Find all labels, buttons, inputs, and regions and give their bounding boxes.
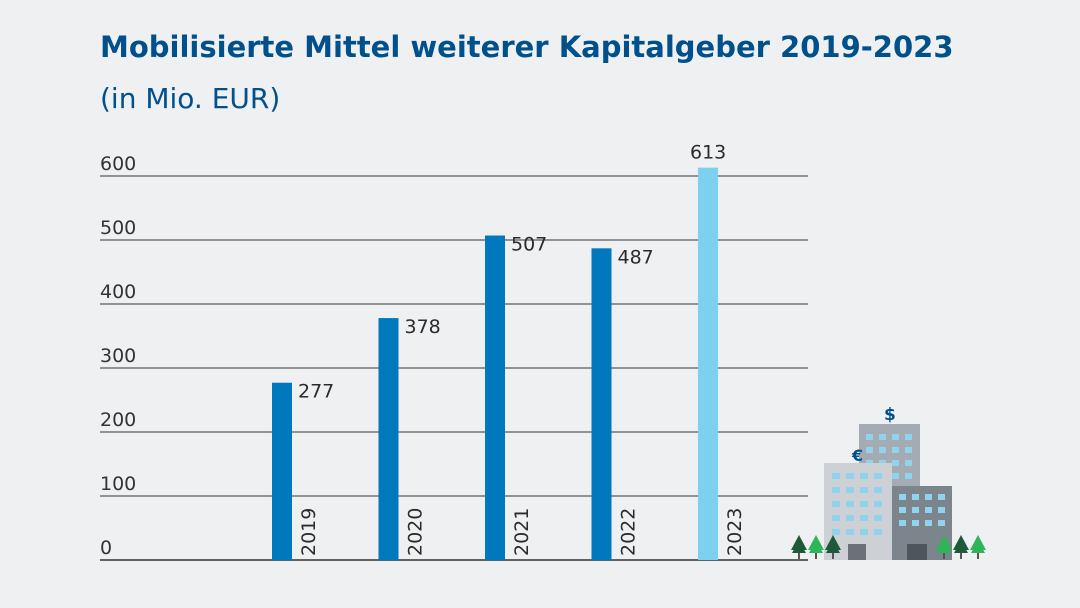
y-tick-label: 400 bbox=[100, 281, 136, 303]
grid-lines: 0 100 200 300 400 500 600 bbox=[100, 153, 808, 561]
x-tick-label: 2020 bbox=[405, 508, 427, 556]
data-label: 378 bbox=[405, 316, 441, 338]
bar-2022 bbox=[591, 248, 612, 560]
y-tick-label: 0 bbox=[100, 537, 112, 559]
y-tick-label: 500 bbox=[100, 217, 136, 239]
x-tick-label: 2023 bbox=[724, 508, 746, 556]
x-tick-label: 2022 bbox=[618, 508, 640, 556]
data-label: 487 bbox=[618, 246, 654, 268]
tree-icon bbox=[791, 535, 841, 559]
data-label: 613 bbox=[690, 142, 726, 164]
bars: 277 2019 378 2020 507 2021 487 2022 613 2023 bbox=[272, 142, 746, 560]
bar-2020 bbox=[378, 318, 399, 560]
y-tick-label: 100 bbox=[100, 473, 136, 495]
y-tick-label: 200 bbox=[100, 409, 136, 431]
bar-2019 bbox=[272, 382, 292, 560]
dollar-icon: $ bbox=[884, 405, 896, 425]
tree-icon bbox=[936, 535, 986, 559]
y-tick-label: 300 bbox=[100, 345, 136, 367]
data-label: 507 bbox=[511, 234, 547, 256]
data-label: 277 bbox=[298, 381, 334, 403]
office-buildings-illustration: $ € bbox=[791, 405, 986, 560]
bar-2023 bbox=[698, 167, 718, 560]
chart-title: Mobilisierte Mittel weiterer Kapitalgebe… bbox=[100, 30, 954, 64]
x-tick-label: 2019 bbox=[298, 508, 320, 556]
bar-2021 bbox=[485, 235, 505, 560]
euro-icon: € bbox=[851, 446, 863, 465]
y-tick-label: 600 bbox=[100, 153, 136, 175]
x-tick-label: 2021 bbox=[511, 508, 533, 556]
chart-subtitle: (in Mio. EUR) bbox=[100, 82, 281, 115]
